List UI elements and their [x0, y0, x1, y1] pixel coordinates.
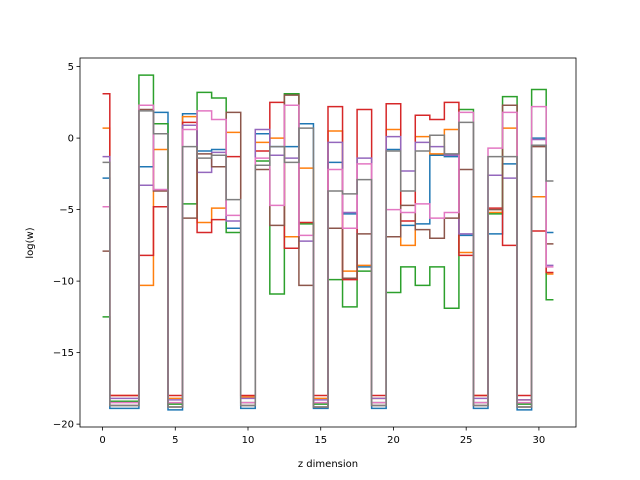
- x-tick-label: 30: [533, 435, 546, 446]
- plot-frame: [79, 57, 577, 428]
- y-tick-label: 0: [68, 134, 74, 145]
- series-layer: [102, 74, 554, 411]
- series-line-8: [102, 110, 554, 408]
- x-tick-label: 20: [387, 435, 400, 446]
- x-tick-label: 15: [314, 435, 327, 446]
- y-axis: 5 0 −5 −10 −15 −20: [53, 62, 80, 431]
- y-tick-label: 5: [68, 62, 74, 73]
- y-tick-label: −10: [53, 277, 74, 288]
- x-tick-label: 25: [460, 435, 473, 446]
- x-axis: 0 5 10 15 20 25 30: [99, 427, 545, 446]
- y-tick-label: −20: [53, 420, 74, 431]
- x-tick-label: 0: [99, 435, 105, 446]
- y-tick-label: −5: [59, 205, 74, 216]
- y-tick-label: −15: [53, 348, 74, 359]
- x-axis-label: z dimension: [298, 459, 358, 470]
- y-axis-label: log(w): [25, 227, 36, 258]
- x-tick-label: 5: [172, 435, 178, 446]
- x-tick-label: 10: [242, 435, 255, 446]
